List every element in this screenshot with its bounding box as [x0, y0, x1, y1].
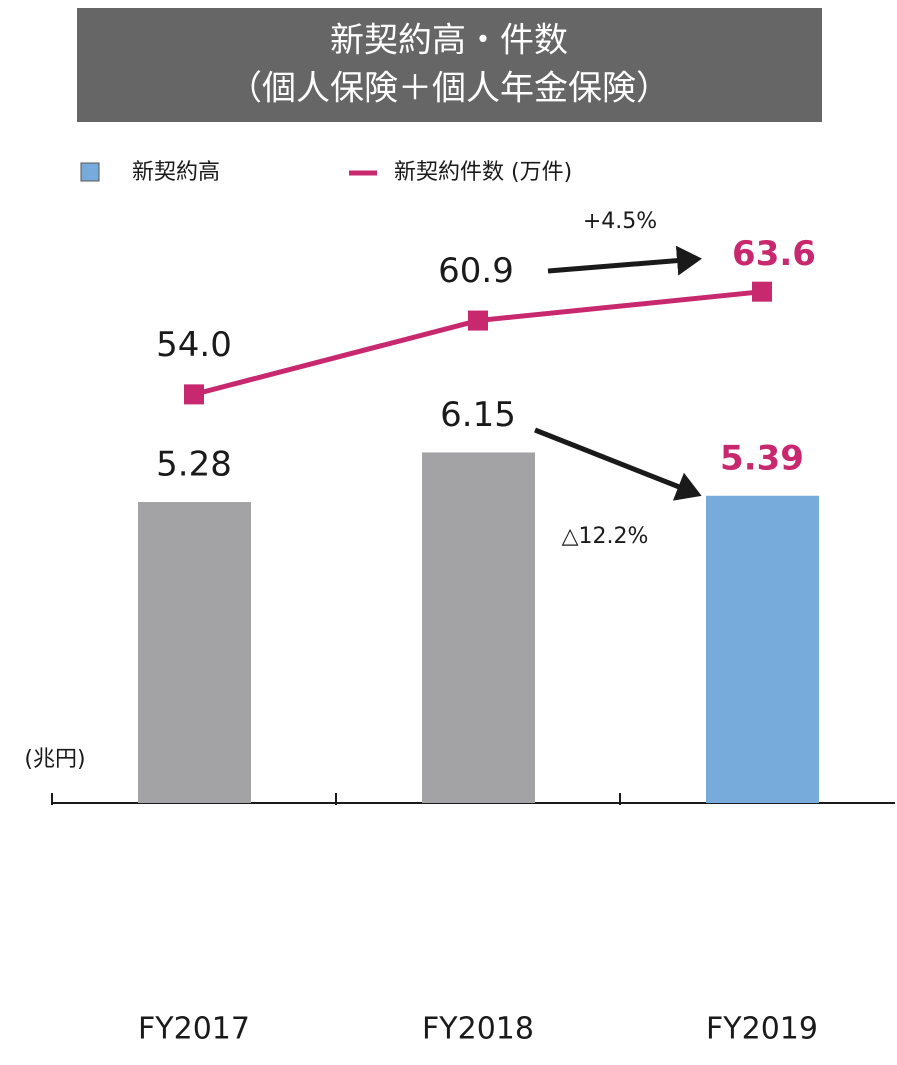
legend-label: 新契約件数 (万件) — [394, 160, 572, 185]
legend-label: 新契約高 — [132, 160, 220, 185]
line — [193, 289, 763, 397]
data-label: 6.15 — [440, 395, 516, 435]
x-tick-label: FY2019 — [706, 1012, 818, 1047]
bar — [138, 502, 251, 803]
data-label: 54.0 — [156, 325, 232, 365]
data-label: 63.6 — [732, 234, 816, 274]
marker — [468, 310, 488, 331]
data-label: 5.39 — [720, 438, 804, 478]
axis-unit: (兆円) — [24, 747, 85, 772]
marker — [184, 384, 204, 405]
annotation: +4.5% — [583, 209, 657, 234]
chart-subtitle: （個人保険＋個人年金保険） — [228, 69, 670, 109]
x-tick-label: FY2017 — [138, 1012, 250, 1047]
data-label: 5.28 — [156, 445, 232, 485]
bar — [422, 452, 535, 803]
title-box — [77, 8, 822, 122]
legend-swatch — [80, 162, 100, 182]
bar — [706, 495, 819, 803]
x-tick-label: FY2018 — [422, 1012, 534, 1047]
chart-title: 新契約高・件数 — [330, 21, 568, 61]
arrow — [547, 245, 702, 276]
data-label: 60.9 — [438, 251, 514, 291]
marker — [752, 281, 772, 302]
arrow — [534, 427, 702, 501]
annotation: △12.2% — [562, 524, 649, 549]
